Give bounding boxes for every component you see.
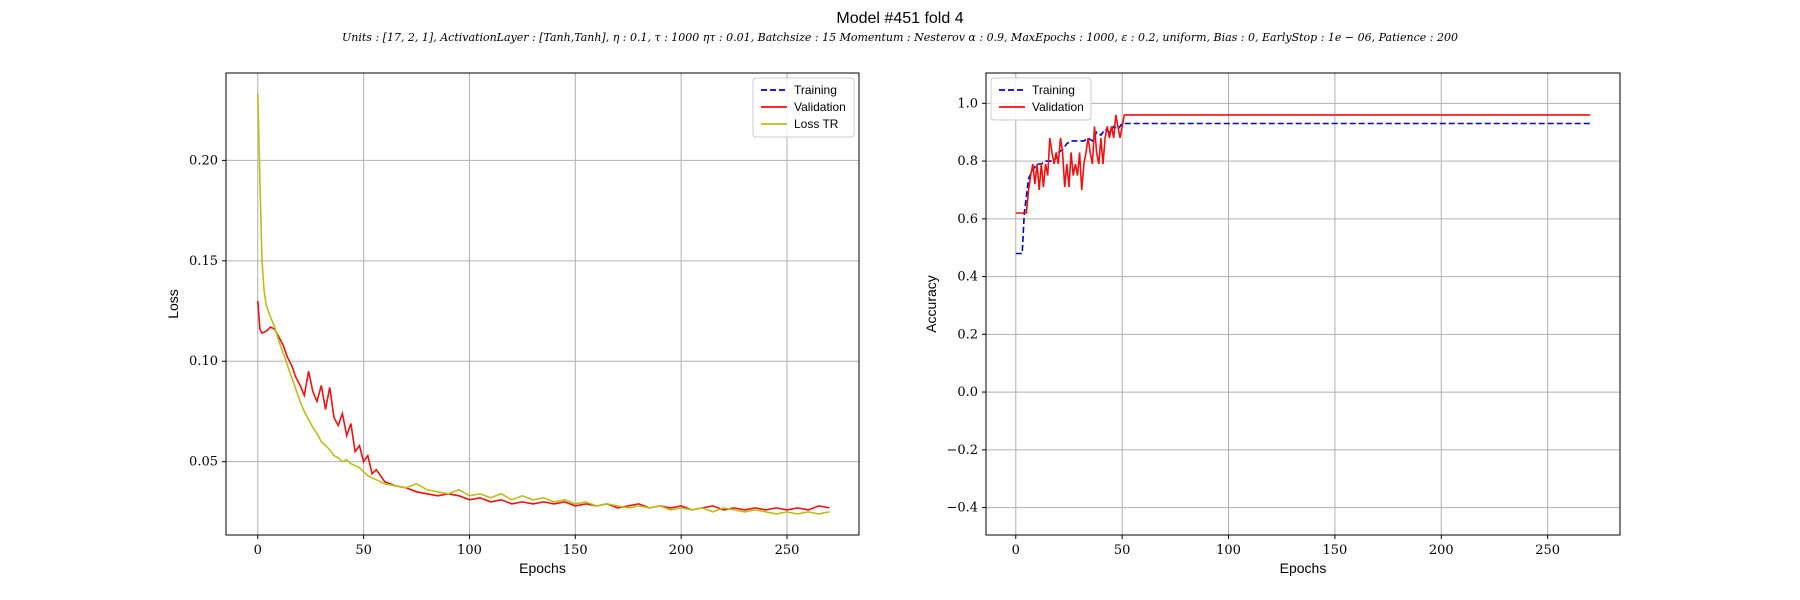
y-tick-label: 0.6 [957,212,978,227]
x-tick-label: 100 [457,543,482,558]
y-tick-label: 0.10 [189,354,218,369]
y-tick-label: 1.0 [957,96,978,111]
x-tick-label: 200 [669,543,694,558]
figure-title: Model #451 fold 4 [836,10,964,27]
y-axis-label: Loss [165,289,181,319]
legend-label: Training [1032,83,1075,97]
x-tick-label: 50 [355,543,372,558]
x-tick-label: 50 [1114,543,1131,558]
y-tick-label: 0.20 [189,153,218,168]
x-axis-label: Epochs [1280,560,1327,576]
y-tick-label: −0.2 [946,443,978,458]
y-tick-label: −0.4 [946,501,978,516]
legend-label: Validation [794,100,846,114]
x-tick-label: 0 [254,543,262,558]
y-tick-label: 0.8 [957,154,978,169]
x-tick-label: 0 [1012,543,1020,558]
x-tick-label: 100 [1216,543,1241,558]
legend-label: Training [794,83,837,97]
x-tick-label: 200 [1429,543,1454,558]
series-line-validation [257,300,830,511]
y-tick-label: 0.4 [957,270,978,285]
y-tick-label: 0.15 [189,254,218,269]
legend-label: Loss TR [794,117,839,131]
y-tick-label: 0.0 [957,385,978,400]
plot-frame [985,72,1621,536]
plot-frame [225,72,860,536]
legend: Training Validation Loss TR [752,77,855,138]
figure-subtitle: Units : [17, 2, 1], ActivationLayer : [T… [342,31,1458,44]
legend-label: Validation [1032,100,1084,114]
x-axis-label: Epochs [519,560,566,576]
x-tick-label: 150 [1322,543,1347,558]
accuracy-plot: 0 50 100 150 200 250 −0.4 −0.2 0.0 0.2 0.4 0.6 0.8 1.… [923,72,1621,576]
series-line-loss-tr [257,94,830,515]
x-tick-label: 250 [775,543,800,558]
y-tick-label: 0.05 [189,455,218,470]
x-tick-label: 150 [563,543,588,558]
legend: Training Validation [990,77,1092,121]
loss-plot: 0 50 100 150 200 250 0.05 0.10 0.15 0.20 Epochs Los… [165,72,860,576]
series-line-validation [1015,114,1591,214]
y-tick-label: 0.2 [957,327,978,342]
y-axis-label: Accuracy [923,275,939,333]
x-tick-label: 250 [1535,543,1560,558]
